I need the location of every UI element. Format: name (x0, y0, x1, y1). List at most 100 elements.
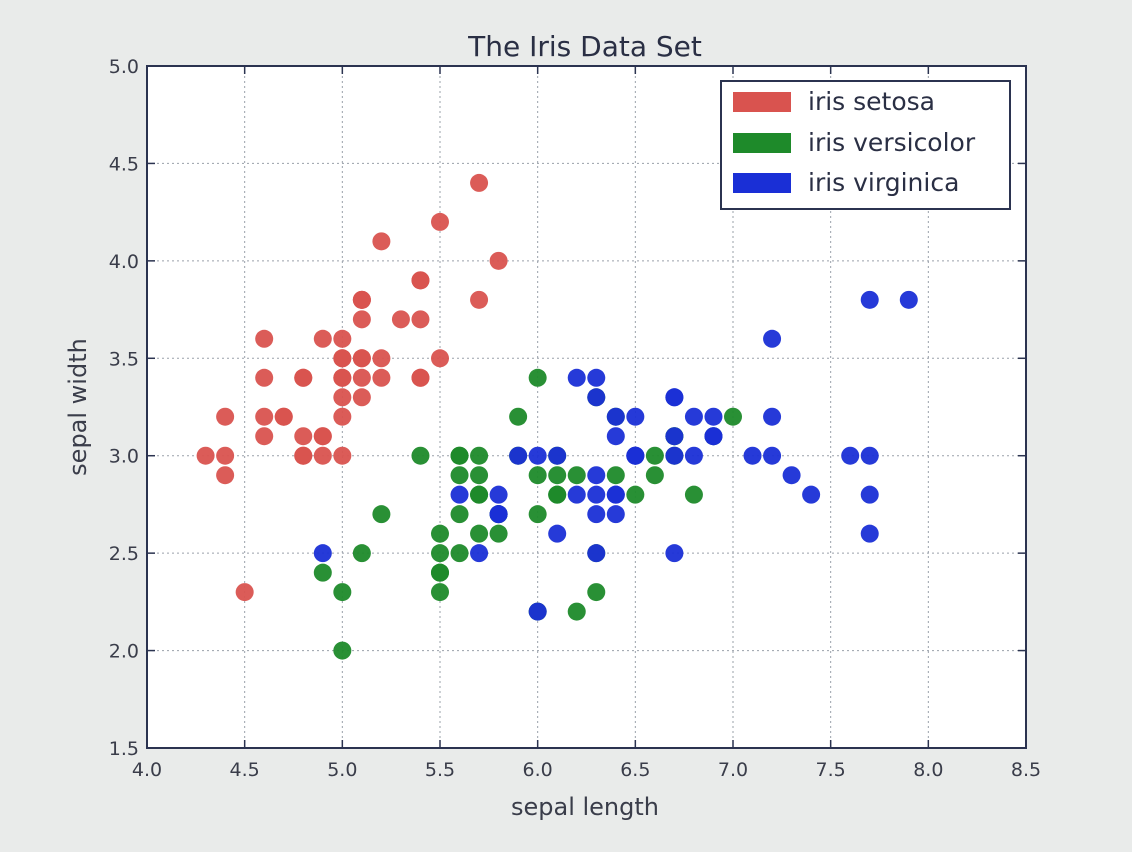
data-point-iris-setosa (333, 329, 352, 348)
data-point-iris-versicolor (645, 466, 664, 485)
data-point-iris-setosa (333, 368, 352, 387)
data-point-iris-setosa (333, 349, 352, 368)
legend-swatch-setosa (733, 92, 791, 112)
data-point-iris-virginica (528, 602, 547, 621)
data-point-iris-setosa (411, 271, 430, 290)
data-point-iris-versicolor (626, 485, 645, 504)
data-point-iris-virginica (665, 446, 684, 465)
data-point-iris-setosa (352, 349, 371, 368)
data-point-iris-versicolor (528, 368, 547, 387)
x-tick-label: 4.0 (132, 759, 162, 781)
x-tick-label: 4.5 (230, 759, 260, 781)
data-point-iris-versicolor (548, 485, 567, 504)
data-point-iris-virginica (665, 427, 684, 446)
data-point-iris-setosa (255, 407, 274, 426)
x-tick-label: 8.5 (1011, 759, 1041, 781)
data-point-iris-setosa (431, 212, 449, 231)
data-point-iris-setosa (333, 388, 352, 407)
data-point-iris-virginica (587, 466, 606, 485)
data-point-iris-virginica (606, 485, 625, 504)
data-point-iris-setosa (196, 446, 215, 465)
y-tick-label: 2.5 (109, 543, 139, 565)
data-point-iris-setosa (372, 368, 391, 387)
data-point-iris-setosa (294, 446, 313, 465)
data-point-iris-virginica (763, 329, 782, 348)
data-point-iris-virginica (665, 388, 684, 407)
y-tick-label: 4.5 (109, 153, 139, 175)
data-point-iris-setosa (333, 446, 352, 465)
data-point-iris-virginica (684, 446, 703, 465)
y-tick-label: 4.0 (109, 251, 139, 273)
data-point-iris-versicolor (431, 563, 449, 582)
data-point-iris-virginica (626, 446, 645, 465)
data-point-iris-setosa (352, 290, 371, 309)
data-point-iris-virginica (782, 466, 801, 485)
data-point-iris-virginica (763, 407, 782, 426)
data-point-iris-setosa (216, 407, 235, 426)
data-point-iris-versicolor (313, 563, 332, 582)
data-point-iris-setosa (391, 310, 410, 329)
data-point-iris-virginica (587, 368, 606, 387)
data-point-iris-versicolor (450, 466, 469, 485)
data-point-iris-versicolor (450, 544, 469, 563)
data-point-iris-setosa (274, 407, 293, 426)
data-point-iris-setosa (372, 349, 391, 368)
data-point-iris-versicolor (548, 466, 567, 485)
data-point-iris-setosa (489, 251, 508, 270)
data-point-iris-virginica (606, 505, 625, 524)
x-tick-label: 7.5 (816, 759, 846, 781)
data-point-iris-setosa (313, 329, 332, 348)
data-point-iris-versicolor (528, 466, 547, 485)
data-point-iris-virginica (860, 524, 879, 543)
data-point-iris-setosa (216, 446, 235, 465)
data-point-iris-virginica (567, 485, 586, 504)
data-point-iris-virginica (528, 446, 547, 465)
data-point-iris-versicolor (411, 446, 430, 465)
legend-swatch-versicolor (733, 133, 791, 153)
y-axis-title: sepal width (64, 338, 92, 476)
x-tick-label: 8.0 (913, 759, 943, 781)
data-point-iris-virginica (704, 407, 723, 426)
data-point-iris-virginica (860, 446, 879, 465)
data-point-iris-virginica (606, 427, 625, 446)
data-point-iris-setosa (470, 173, 489, 192)
legend-label-virginica: iris virginica (808, 168, 959, 197)
data-point-iris-setosa (294, 427, 313, 446)
legend-swatch-virginica (733, 173, 791, 193)
axis-ticks: 4.0 4.5 5.0 5.5 6.0 6.5 7.0 7.5 8.0 8.5 1.5 2.0 2.5 3… (109, 56, 1041, 781)
data-point-iris-virginica (587, 505, 606, 524)
data-point-iris-versicolor (470, 485, 489, 504)
data-point-iris-virginica (489, 505, 508, 524)
data-point-iris-versicolor (352, 544, 371, 563)
data-point-iris-setosa (352, 368, 371, 387)
x-tick-label: 7.0 (718, 759, 748, 781)
data-point-iris-virginica (567, 368, 586, 387)
data-point-iris-virginica (684, 407, 703, 426)
data-point-iris-virginica (470, 544, 489, 563)
data-point-iris-versicolor (431, 524, 449, 543)
legend-label-setosa: iris setosa (808, 87, 935, 116)
data-point-iris-virginica (587, 485, 606, 504)
data-point-iris-versicolor (333, 641, 352, 660)
data-point-iris-virginica (841, 446, 860, 465)
data-point-iris-virginica (860, 290, 879, 309)
data-point-iris-virginica (587, 388, 606, 407)
data-point-iris-virginica (313, 544, 332, 563)
data-point-iris-versicolor (567, 602, 586, 621)
grid-lines (147, 66, 1026, 748)
data-point-iris-setosa (352, 388, 371, 407)
data-point-iris-versicolor (450, 446, 469, 465)
y-tick-label: 1.5 (109, 738, 139, 760)
y-tick-label: 2.0 (109, 641, 139, 663)
data-point-iris-setosa (235, 583, 254, 602)
data-point-iris-setosa (216, 466, 235, 485)
data-point-iris-virginica (489, 485, 508, 504)
data-point-iris-virginica (509, 446, 528, 465)
data-point-iris-setosa (470, 290, 489, 309)
data-point-iris-setosa (352, 310, 371, 329)
data-point-iris-versicolor (372, 505, 391, 524)
data-point-iris-versicolor (489, 524, 508, 543)
data-point-iris-versicolor (470, 524, 489, 543)
x-axis-title: sepal length (511, 793, 659, 821)
data-point-iris-virginica (665, 544, 684, 563)
